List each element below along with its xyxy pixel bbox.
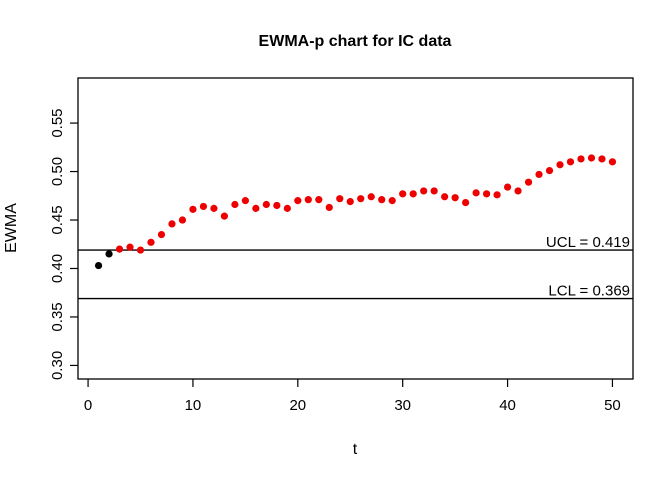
data-point bbox=[472, 189, 480, 197]
data-point bbox=[283, 204, 291, 212]
data-point bbox=[231, 200, 239, 209]
data-point bbox=[273, 201, 281, 210]
data-point bbox=[115, 245, 124, 253]
chart-title: EWMA-p chart for IC data bbox=[259, 33, 452, 50]
data-point bbox=[566, 158, 575, 166]
data-point bbox=[189, 205, 197, 213]
data-point bbox=[315, 196, 323, 204]
data-point bbox=[420, 187, 428, 195]
data-point bbox=[608, 158, 617, 166]
data-point bbox=[598, 155, 606, 163]
data-point bbox=[241, 197, 249, 205]
x-axis-label: t bbox=[353, 441, 358, 458]
data-point bbox=[556, 161, 564, 169]
y-tick-label: 0.35 bbox=[49, 302, 66, 331]
data-point bbox=[346, 197, 354, 206]
data-point bbox=[304, 196, 312, 204]
data-point bbox=[462, 198, 470, 207]
data-point bbox=[178, 216, 187, 224]
data-point bbox=[210, 204, 218, 212]
data-point bbox=[105, 250, 113, 258]
data-point bbox=[451, 194, 459, 202]
data-point bbox=[482, 190, 491, 198]
data-point bbox=[587, 154, 596, 162]
x-tick-label: 10 bbox=[185, 397, 202, 414]
y-axis-label: EWMA bbox=[3, 203, 20, 253]
data-point bbox=[336, 195, 344, 203]
data-point bbox=[514, 187, 522, 195]
y-tick-label: 0.55 bbox=[49, 108, 66, 137]
data-point bbox=[168, 220, 176, 228]
data-point bbox=[577, 155, 585, 163]
data-point bbox=[367, 193, 375, 201]
y-tick-label: 0.50 bbox=[49, 157, 66, 186]
data-point bbox=[524, 178, 533, 186]
data-point bbox=[503, 183, 512, 191]
x-tick-label: 50 bbox=[604, 397, 621, 414]
data-point bbox=[126, 243, 134, 251]
data-point bbox=[545, 166, 554, 175]
data-point bbox=[430, 187, 438, 195]
data-point bbox=[94, 261, 103, 270]
data-point bbox=[378, 196, 386, 204]
data-point bbox=[262, 200, 270, 209]
data-point bbox=[493, 191, 501, 199]
x-tick-label: 0 bbox=[84, 397, 92, 414]
data-point bbox=[441, 193, 449, 201]
data-point bbox=[535, 170, 543, 179]
x-tick-label: 30 bbox=[394, 397, 411, 414]
data-point bbox=[199, 202, 208, 211]
y-tick-label: 0.45 bbox=[49, 205, 66, 234]
data-point bbox=[157, 230, 166, 239]
ucl-label: UCL = 0.419 bbox=[546, 234, 630, 251]
data-point bbox=[136, 246, 145, 254]
x-tick-label: 20 bbox=[289, 397, 306, 414]
data-point bbox=[252, 204, 260, 212]
data-point bbox=[388, 197, 396, 205]
data-point bbox=[147, 238, 155, 246]
y-tick-label: 0.30 bbox=[49, 351, 66, 380]
y-tick-label: 0.40 bbox=[49, 254, 66, 283]
data-point bbox=[294, 197, 302, 205]
data-point bbox=[357, 195, 365, 203]
plot-layer: 0 10 20 30 40 50 0.30 0.35 0.40 0.45 0.50 0.55 UCL =… bbox=[49, 77, 634, 414]
plot-box bbox=[77, 77, 634, 380]
data-point bbox=[399, 190, 407, 198]
data-point bbox=[220, 212, 229, 220]
lcl-label: LCL = 0.369 bbox=[548, 283, 630, 300]
data-point bbox=[325, 203, 333, 212]
data-point bbox=[409, 190, 417, 198]
x-tick-label: 40 bbox=[499, 397, 516, 414]
